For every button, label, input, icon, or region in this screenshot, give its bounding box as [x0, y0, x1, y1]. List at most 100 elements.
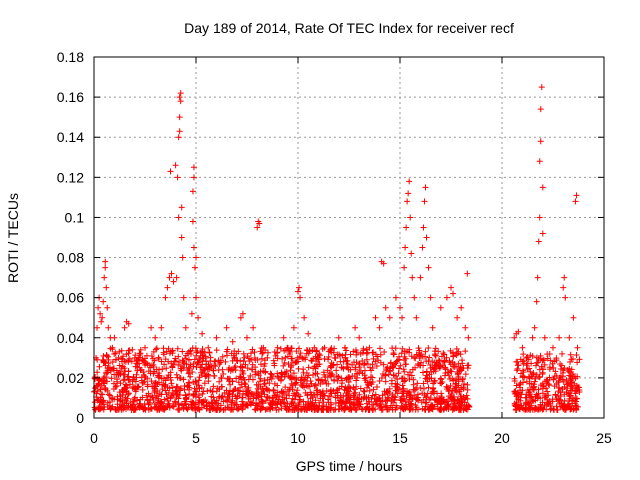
data-point	[111, 365, 118, 372]
data-point	[573, 387, 580, 394]
data-point	[517, 356, 524, 363]
data-point	[315, 354, 322, 361]
data-point	[452, 381, 459, 388]
data-point	[290, 370, 297, 377]
data-point	[534, 274, 541, 281]
data-point	[242, 383, 249, 390]
data-point	[341, 344, 348, 351]
data-point	[272, 404, 279, 411]
data-point	[308, 357, 315, 364]
data-point	[100, 298, 107, 305]
data-point	[285, 347, 292, 354]
data-point	[258, 389, 265, 396]
data-point	[413, 314, 420, 321]
data-point	[246, 390, 253, 397]
y-tick-label: 0.1	[65, 209, 85, 225]
data-point	[376, 402, 383, 409]
data-point	[100, 377, 107, 384]
data-point	[520, 379, 527, 386]
data-point	[440, 406, 447, 413]
data-point	[377, 403, 384, 410]
data-point	[415, 397, 422, 404]
data-point	[343, 398, 350, 405]
data-point	[261, 380, 268, 387]
data-point	[240, 350, 247, 357]
data-point	[250, 324, 257, 331]
data-point	[357, 385, 364, 392]
data-point	[219, 393, 226, 400]
data-point	[297, 294, 304, 301]
data-point	[132, 394, 139, 401]
data-point	[313, 347, 320, 354]
data-point	[233, 375, 240, 382]
data-point	[102, 258, 109, 265]
x-tick-label: 20	[494, 430, 510, 446]
data-point	[285, 372, 292, 379]
data-point	[459, 360, 466, 367]
data-point	[366, 344, 373, 351]
data-point	[511, 400, 518, 407]
data-point	[343, 363, 350, 370]
data-point	[523, 354, 530, 361]
data-point	[464, 386, 471, 393]
data-point	[170, 392, 177, 399]
data-point	[191, 391, 198, 398]
y-tick-label: 0.18	[57, 49, 84, 65]
data-point	[140, 369, 147, 376]
data-point	[399, 402, 406, 409]
data-point	[182, 324, 189, 331]
data-point	[417, 385, 424, 392]
data-point	[417, 362, 424, 369]
data-point	[180, 364, 187, 371]
data-point	[398, 350, 405, 357]
data-point	[140, 379, 147, 386]
data-point	[280, 362, 287, 369]
data-point	[160, 381, 167, 388]
data-point	[289, 374, 296, 381]
data-point	[101, 274, 108, 281]
data-point	[226, 393, 233, 400]
data-point	[344, 357, 351, 364]
data-point	[431, 377, 438, 384]
data-point	[117, 380, 124, 387]
data-point	[319, 395, 326, 402]
data-point	[332, 394, 339, 401]
data-point	[430, 366, 437, 373]
data-point	[442, 365, 449, 372]
data-point	[360, 347, 367, 354]
data-point	[347, 351, 354, 358]
data-point	[377, 345, 384, 352]
data-point	[309, 403, 316, 410]
data-point	[271, 349, 278, 356]
data-point	[249, 346, 256, 353]
data-point	[204, 387, 211, 394]
data-point	[379, 392, 386, 399]
data-point	[161, 406, 168, 413]
data-point	[210, 394, 217, 401]
data-point	[574, 344, 581, 351]
data-point	[249, 361, 256, 368]
data-point	[555, 377, 562, 384]
data-point	[102, 385, 109, 392]
y-tick-label: 0.12	[57, 169, 84, 185]
data-point	[229, 338, 236, 345]
data-point	[207, 387, 214, 394]
data-point	[338, 383, 345, 390]
data-point	[333, 387, 340, 394]
data-point	[169, 363, 176, 370]
data-point	[556, 334, 563, 341]
data-point	[144, 375, 151, 382]
data-point	[405, 389, 412, 396]
data-point	[465, 334, 472, 341]
data-point	[560, 367, 567, 374]
data-point	[128, 406, 135, 413]
data-point	[278, 369, 285, 376]
data-point	[163, 391, 170, 398]
data-point	[529, 384, 536, 391]
data-point	[326, 369, 333, 376]
data-point	[256, 220, 263, 227]
data-point	[541, 361, 548, 368]
data-point	[242, 403, 249, 410]
data-point	[282, 384, 289, 391]
data-point	[378, 374, 385, 381]
